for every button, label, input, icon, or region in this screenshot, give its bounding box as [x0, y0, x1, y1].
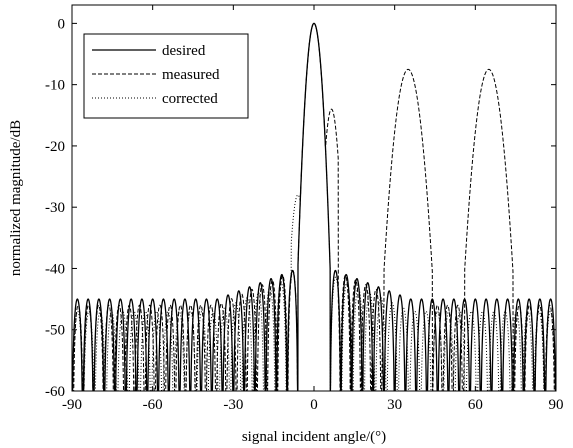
y-tick-label: -40 — [45, 261, 65, 277]
legend-label-desired: desired — [162, 43, 206, 59]
y-tick-label: -50 — [45, 323, 65, 339]
y-tick-label: -60 — [45, 384, 65, 400]
legend-label-measured: measured — [162, 67, 220, 83]
ticks-layer: -90 -60 -30 0 30 60 900-10-20-30-40-50-60 — [45, 5, 564, 413]
x-tick-label: 0 — [310, 397, 318, 413]
y-tick-label: 0 — [58, 16, 66, 32]
series-line-corrected — [72, 22, 556, 391]
series-layer — [72, 22, 556, 391]
legend-box — [83, 33, 249, 119]
x-tick-label: -60 — [143, 397, 163, 413]
legend: desired measured corrected — [83, 33, 249, 119]
x-tick-label: -90 — [62, 397, 82, 413]
y-axis-label: normalized magnitude/dB — [8, 120, 24, 276]
series-line-measured — [72, 22, 556, 391]
y-tick-label: -30 — [45, 200, 65, 216]
x-tick-label: 60 — [468, 397, 483, 413]
y-tick-label: -20 — [45, 139, 65, 155]
x-tick-label: 90 — [549, 397, 564, 413]
legend-label-corrected: corrected — [162, 91, 218, 107]
x-tick-label: -30 — [223, 397, 243, 413]
y-tick-label: -10 — [45, 78, 65, 94]
x-axis-label: signal incident angle/(°) — [242, 429, 386, 445]
x-tick-label: 30 — [387, 397, 402, 413]
